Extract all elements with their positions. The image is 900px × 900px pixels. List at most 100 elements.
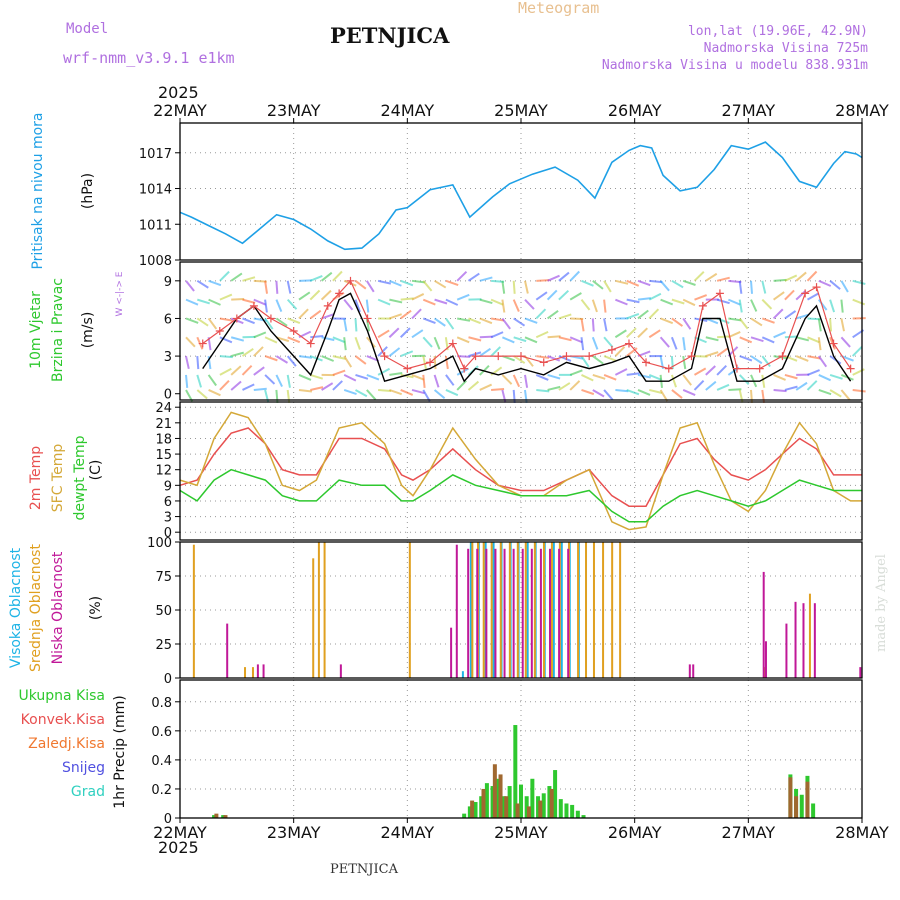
wind-arrow [366, 373, 380, 381]
wind-arrow [615, 279, 629, 285]
legend-snow: Snijeg [62, 760, 105, 776]
wind-arrow [547, 385, 561, 391]
x-tick-label-top: 27MAY [722, 101, 776, 120]
wind-arrow [422, 298, 436, 306]
wind-arrow [535, 291, 548, 301]
y-tick-label: 6 [164, 495, 172, 510]
wind-arrow [298, 291, 311, 301]
wind-arrow [614, 368, 628, 376]
wind-arrow [841, 355, 854, 362]
wind-arrow [569, 292, 582, 301]
wind-arrow [309, 274, 323, 282]
precip-total-bar [553, 770, 558, 818]
wind-arrow [693, 271, 705, 282]
precip-total-bar [501, 796, 506, 818]
wind-arrow [479, 317, 493, 325]
y-tick-label: 0.2 [151, 783, 172, 798]
wind-arrow [479, 383, 493, 391]
wind-arrow [603, 299, 607, 313]
cloud-low-bar [859, 667, 862, 678]
wind-arrow [467, 272, 480, 282]
wind-arrow [355, 373, 369, 380]
wind-arrow [682, 317, 692, 330]
wind-arrow [468, 317, 481, 325]
wind-arrow [219, 293, 233, 301]
precip-conv-bar [526, 806, 531, 818]
wind-arrow [784, 289, 795, 301]
y-tick-label: 50 [155, 604, 172, 619]
wind-arrow [840, 389, 851, 401]
wind-arrow [501, 389, 507, 403]
cloud-low-bar [512, 548, 515, 678]
wind-arrow [286, 389, 291, 403]
wind-arrow [728, 317, 742, 322]
wind-arrow [648, 329, 661, 339]
y-tick-label: 1011 [139, 218, 172, 233]
wind-arrow [637, 309, 649, 320]
x-tick-label-top: 25MAY [494, 101, 548, 120]
wind-arrow [207, 317, 218, 330]
wind-arrow [536, 355, 550, 359]
wind-arrow [648, 292, 662, 301]
wind-arrow [219, 367, 232, 376]
wind-arrow [332, 270, 343, 282]
wind-arrow [761, 355, 771, 368]
wind-arrow [365, 280, 375, 293]
wind-arrow [456, 367, 470, 376]
wind-arrow [784, 274, 798, 282]
wind-arrow [536, 279, 550, 282]
wind-arrow [739, 336, 753, 344]
wind-arrow [230, 351, 244, 358]
wind-arrow [705, 317, 719, 325]
wind-arrow [185, 355, 190, 370]
cloud-mid-bar [611, 542, 614, 678]
wind-arrow [479, 276, 493, 282]
wind-arrow [817, 355, 828, 368]
wind-arrow [366, 389, 377, 401]
wind-arrow [591, 336, 599, 350]
y-tick-label: 75 [155, 570, 172, 585]
wind-gust-marker [778, 352, 787, 361]
wind-arrow [547, 373, 561, 380]
wind-arrow [332, 355, 346, 360]
wind-arrow [512, 374, 521, 388]
wind-arrow [242, 317, 255, 325]
wind-gust-marker [585, 352, 594, 361]
wind-gust-marker [539, 358, 548, 367]
wind-arrow [626, 279, 640, 287]
precip-total-bar [811, 803, 816, 818]
wind-arrow [649, 388, 663, 394]
wind-arrow [659, 389, 669, 402]
wind-arrow [490, 298, 504, 306]
precip-unit: 1hr Precip (mm) [112, 695, 128, 808]
wind-arrow [275, 355, 289, 364]
wind-arrow [581, 374, 594, 382]
wind-gust-marker [460, 364, 469, 373]
wind-arrow [535, 373, 549, 381]
wind-arrow [400, 373, 414, 379]
wind-arrow [524, 280, 529, 294]
wind-arrow [320, 289, 332, 301]
wind-arrow [660, 317, 674, 325]
temp-2m-line [179, 427, 862, 507]
wind-arrow [445, 374, 455, 386]
wind-speed-line [202, 292, 852, 383]
wind-arrow [388, 347, 401, 357]
cloud-high-bar [560, 542, 563, 678]
wind-arrow [501, 374, 513, 385]
wind-arrow [795, 290, 807, 301]
wind-arrow [671, 279, 684, 289]
wind-arrow [738, 317, 749, 330]
cloud-low-bar [226, 623, 229, 678]
wind-unit: (m/s) [80, 312, 96, 349]
cloud-high-bar [526, 542, 529, 678]
precip-total-bar [467, 806, 472, 818]
wind-arrow [298, 355, 313, 359]
wind-arrow [445, 389, 459, 397]
wind-arrow [772, 308, 784, 320]
wind-arrow [456, 336, 470, 344]
wind-arrow [795, 355, 809, 362]
wind-arrow [196, 389, 208, 400]
wind-gust-marker [687, 352, 696, 361]
